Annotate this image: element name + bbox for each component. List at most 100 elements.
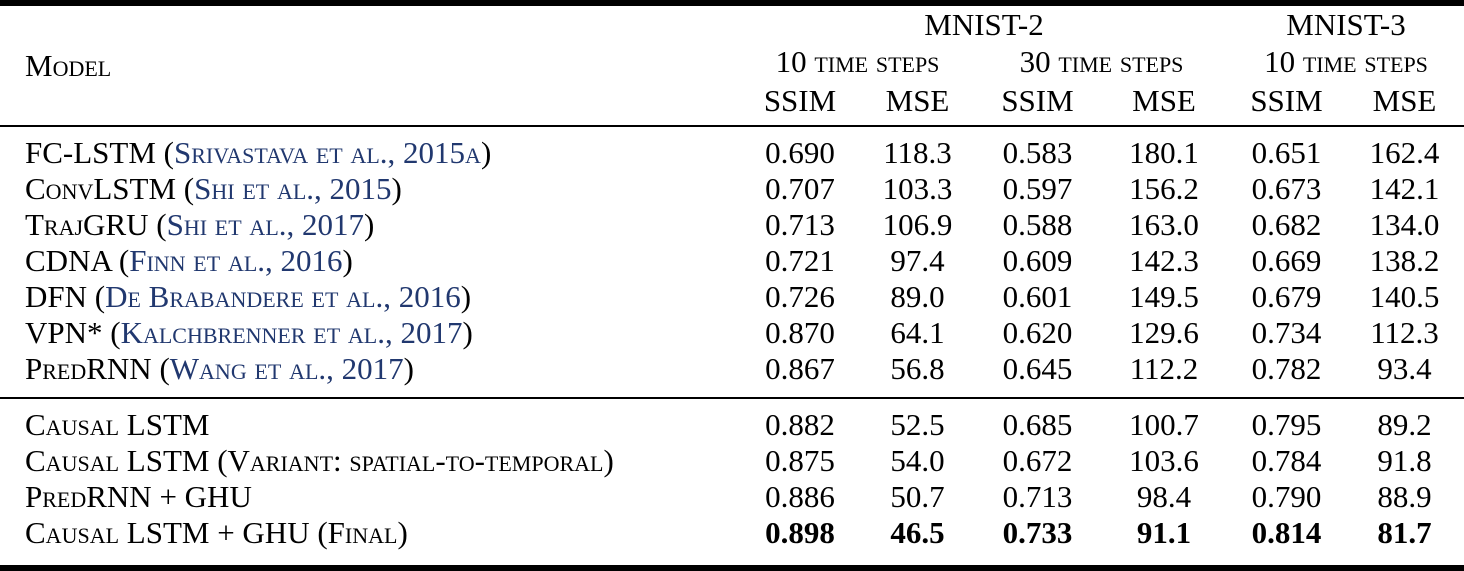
metric-value: 0.886 <box>765 479 835 514</box>
model-name: Causal LSTM (Variant: spatial-to-tempora… <box>25 443 614 478</box>
model-name-cell: Causal LSTM (Variant: spatial-to-tempora… <box>0 443 740 479</box>
metric-value: 0.707 <box>765 171 835 206</box>
column-subgroup-10-time-steps: 10 time steps <box>775 44 940 79</box>
model-name-cell: Causal LSTM <box>0 398 740 443</box>
metric-value: 106.9 <box>882 207 953 242</box>
metric-value: 0.870 <box>765 315 835 350</box>
metric-value: 0.721 <box>765 243 835 278</box>
table-row: Causal LSTM (Variant: spatial-to-tempora… <box>0 443 1464 479</box>
header-row-metrics: SSIM MSE SSIM MSE SSIM MSE <box>0 80 1464 126</box>
baseline-models-section: FC-LSTM (Srivastava et al., 2015a) 0.690 1… <box>0 126 1464 398</box>
citation-link[interactable]: Shi et al., 2015 <box>194 171 392 206</box>
citation-link[interactable]: Finn et al., 2016 <box>129 243 343 278</box>
model-name: ConvLSTM <box>25 171 177 206</box>
metric-value: 149.5 <box>1129 279 1199 314</box>
metric-value: 89.2 <box>1377 407 1432 442</box>
model-name-cell: PredRNN + GHU <box>0 479 740 515</box>
column-header-model: Model <box>25 47 112 83</box>
model-name: FC-LSTM <box>25 135 156 170</box>
model-name-cell: CDNA (Finn et al., 2016) <box>25 243 353 278</box>
table-header: Model MNIST-2 MNIST-3 10 time steps 30 t… <box>0 3 1464 126</box>
metric-value: 54.0 <box>890 443 945 478</box>
citation-link[interactable]: Wang et al., 2017 <box>169 351 404 386</box>
metric-value: 0.867 <box>765 351 835 386</box>
metric-value: 103.6 <box>1129 443 1199 478</box>
table-row: VPN* (Kalchbrenner et al., 2017) 0.870 64.… <box>0 315 1464 351</box>
table-row: DFN (De Brabandere et al., 2016) 0.726 89.… <box>0 279 1464 315</box>
metric-value: 0.713 <box>1002 479 1073 514</box>
column-subgroup-30-time-steps: 30 time steps <box>1019 44 1184 79</box>
metric-value: 0.645 <box>1002 351 1073 386</box>
metric-value: 138.2 <box>1369 243 1440 278</box>
metric-value: 0.601 <box>1002 279 1073 314</box>
metric-value: 156.2 <box>1129 171 1199 206</box>
citation-link[interactable]: Srivastava et al., 2015a <box>174 135 481 170</box>
metric-value: 91.1 <box>1136 515 1192 550</box>
column-header-ssim: SSIM <box>763 83 837 118</box>
metric-value: 0.733 <box>1002 515 1073 550</box>
table-row: FC-LSTM (Srivastava et al., 2015a) 0.690 1… <box>0 126 1464 171</box>
column-header-mse: MSE <box>1372 83 1437 118</box>
model-name: PredRNN + GHU <box>25 479 252 514</box>
metric-value: 0.875 <box>765 443 835 478</box>
proposed-models-section: Causal LSTM 0.882 52.5 0.685 100.7 0.795 89.2 C… <box>0 398 1464 568</box>
metric-value: 98.4 <box>1136 479 1192 514</box>
metric-value: 81.7 <box>1377 515 1432 550</box>
metric-value: 93.4 <box>1377 351 1432 386</box>
metric-value: 129.6 <box>1129 315 1199 350</box>
metric-value: 46.5 <box>890 515 945 550</box>
metric-value: 180.1 <box>1129 135 1199 170</box>
metric-value: 100.7 <box>1129 407 1199 442</box>
table-row: Causal LSTM + GHU (Final) 0.898 46.5 0.733 9… <box>0 515 1464 568</box>
model-name-cell: DFN (De Brabandere et al., 2016) <box>25 279 472 314</box>
model-name: VPN* <box>25 315 103 350</box>
metric-value: 0.609 <box>1002 243 1073 278</box>
metric-value: 142.3 <box>1129 243 1199 278</box>
metric-value: 0.795 <box>1251 407 1322 442</box>
metric-value: 0.898 <box>765 515 835 550</box>
model-name: CDNA <box>25 243 112 278</box>
metric-value: 0.690 <box>765 135 835 170</box>
table-row: Causal LSTM 0.882 52.5 0.685 100.7 0.795 89.2 <box>0 398 1464 443</box>
model-name-cell: FC-LSTM (Srivastava et al., 2015a) <box>25 135 492 170</box>
citation-link[interactable]: Kalchbrenner et al., 2017 <box>120 315 463 350</box>
model-name-cell: ConvLSTM (Shi et al., 2015) <box>25 171 402 206</box>
metric-value: 0.597 <box>1002 171 1073 206</box>
table-row: CDNA (Finn et al., 2016) 0.721 97.4 0.609 14… <box>0 243 1464 279</box>
metric-value: 0.620 <box>1002 315 1073 350</box>
metric-value: 52.5 <box>890 407 945 442</box>
metric-value: 103.3 <box>882 171 953 206</box>
metric-value: 0.583 <box>1002 135 1073 170</box>
metric-value: 50.7 <box>890 479 945 514</box>
citation-link[interactable]: De Brabandere et al., 2016 <box>105 279 461 314</box>
table-row: PredRNN + GHU 0.886 50.7 0.713 98.4 0.790 88.9 <box>0 479 1464 515</box>
metric-value: 0.669 <box>1251 243 1322 278</box>
metric-value: 0.882 <box>765 407 835 442</box>
model-name: DFN <box>25 279 88 314</box>
metric-value: 142.1 <box>1369 171 1440 206</box>
metric-value: 118.3 <box>883 135 952 170</box>
metric-value: 0.726 <box>765 279 835 314</box>
metric-value: 0.672 <box>1002 443 1073 478</box>
column-header-ssim: SSIM <box>1001 83 1074 118</box>
table-row: TrajGRU (Shi et al., 2017) 0.713 106.9 0.58… <box>0 207 1464 243</box>
metric-value: 162.4 <box>1369 135 1440 170</box>
model-name-cell: PredRNN (Wang et al., 2017) <box>25 351 414 386</box>
model-name: TrajGRU <box>25 207 149 242</box>
column-header-ssim: SSIM <box>1250 83 1323 118</box>
header-row-time-steps: 10 time steps 30 time steps 10 time step… <box>0 44 1464 80</box>
citation-link[interactable]: Shi et al., 2017 <box>166 207 365 242</box>
metric-value: 0.782 <box>1251 351 1322 386</box>
metric-value: 134.0 <box>1369 207 1440 242</box>
model-name: Causal LSTM + GHU (Final) <box>25 515 408 550</box>
table-row: PredRNN (Wang et al., 2017) 0.867 56.8 0.64… <box>0 351 1464 398</box>
metric-value: 0.713 <box>765 207 835 242</box>
metric-value: 56.8 <box>890 351 945 386</box>
column-group-mnist-2: MNIST-2 <box>924 7 1044 42</box>
model-name: PredRNN <box>25 351 152 386</box>
metric-value: 0.790 <box>1251 479 1322 514</box>
metric-value: 112.3 <box>1370 315 1439 350</box>
table-row: ConvLSTM (Shi et al., 2015) 0.707 103.3 0.5… <box>0 171 1464 207</box>
metric-value: 91.8 <box>1377 443 1432 478</box>
